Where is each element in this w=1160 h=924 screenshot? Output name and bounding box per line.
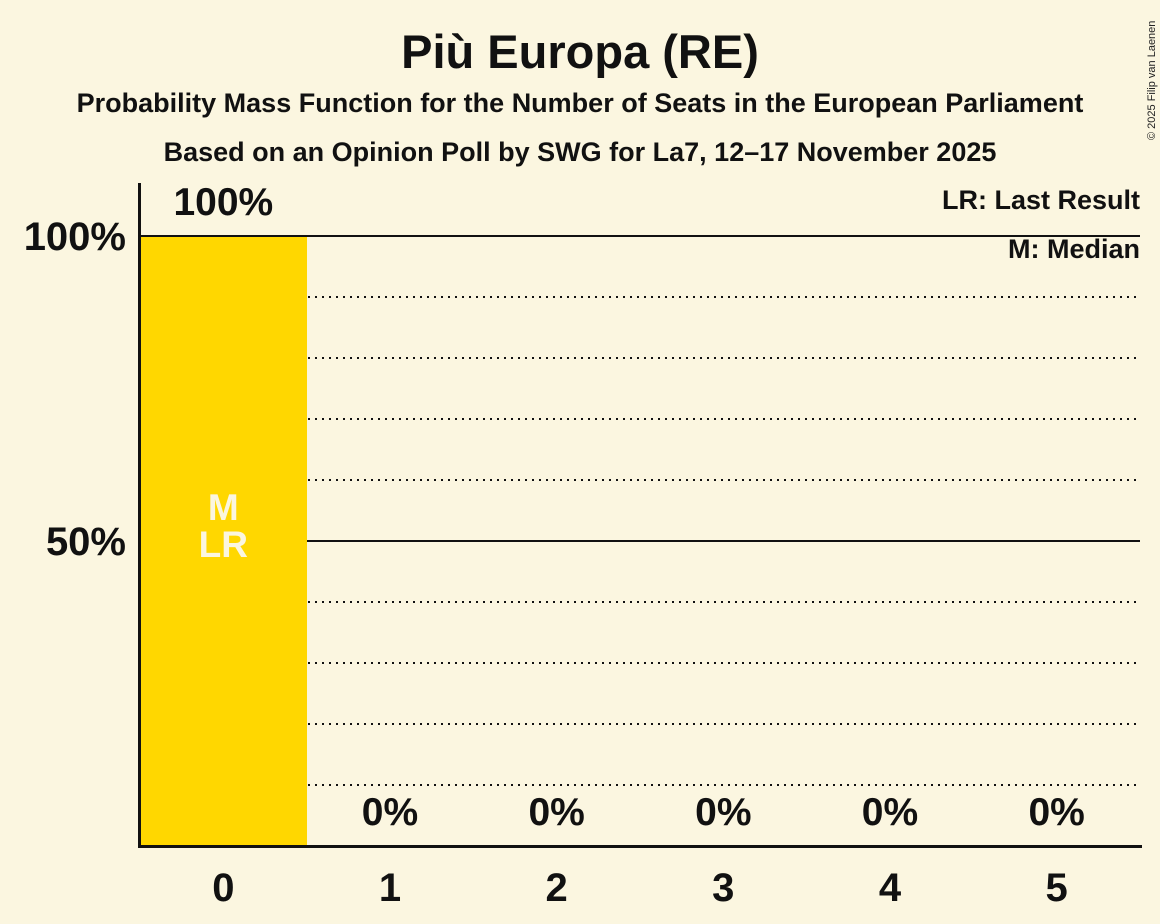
x-axis-label-5: 5 bbox=[1045, 866, 1068, 910]
gridline-100pct bbox=[140, 235, 1140, 237]
legend-median: M: Median bbox=[1008, 234, 1140, 264]
plot-area: 100% M LR 0% 0% 0% 0% 0% bbox=[140, 183, 1140, 847]
x-axis-label-2: 2 bbox=[545, 866, 568, 910]
bar-group-3: 0% bbox=[640, 183, 807, 847]
y-axis-line bbox=[138, 183, 141, 847]
x-axis-label-1: 1 bbox=[378, 866, 402, 910]
bars-container: 100% M LR 0% 0% 0% 0% 0% bbox=[140, 183, 1140, 847]
bar-group-2: 0% bbox=[473, 183, 640, 847]
bar-group-0: 100% M LR bbox=[140, 183, 307, 847]
bar-value-label-4: 0% bbox=[861, 791, 919, 834]
gridline-70pct bbox=[140, 418, 1140, 420]
gridline-20pct bbox=[140, 723, 1140, 725]
x-axis-labels: 0 1 2 3 4 5 bbox=[140, 865, 1140, 911]
legend-last-result: LR: Last Result bbox=[941, 185, 1140, 215]
chart-subtitle: Probability Mass Function for the Number… bbox=[76, 88, 1084, 118]
x-axis-label-3: 3 bbox=[712, 866, 735, 910]
x-axis-label-4: 4 bbox=[878, 866, 902, 910]
chart-source-line: Based on an Opinion Poll by SWG for La7,… bbox=[163, 137, 997, 167]
bar-0: M LR bbox=[140, 237, 307, 847]
bar-annotation-median-lastresult: M LR bbox=[140, 237, 307, 847]
gridline-40pct bbox=[140, 601, 1140, 603]
gridline-90pct bbox=[140, 296, 1140, 298]
chart-title: Più Europa (RE) bbox=[401, 25, 759, 78]
gridline-50pct bbox=[140, 540, 1140, 542]
bar-value-label-1: 0% bbox=[361, 791, 419, 834]
bar-group-5: 0% bbox=[973, 183, 1140, 847]
gridline-10pct bbox=[140, 784, 1140, 786]
bar-value-label-3: 0% bbox=[695, 791, 752, 834]
bar-value-label-0: 100% bbox=[173, 181, 274, 224]
bar-value-label-5: 0% bbox=[1028, 791, 1085, 834]
gridline-80pct bbox=[140, 357, 1140, 359]
gridline-30pct bbox=[140, 662, 1140, 664]
last-result-marker: LR bbox=[198, 524, 248, 565]
gridline-60pct bbox=[140, 479, 1140, 481]
median-marker: M bbox=[207, 487, 239, 528]
x-axis-label-0: 0 bbox=[212, 866, 235, 910]
bar-value-label-2: 0% bbox=[528, 791, 585, 834]
bar-group-1: 0% bbox=[307, 183, 474, 847]
copyright-notice: © 2025 Filip van Laenen bbox=[1146, 20, 1158, 140]
y-axis-tick-100: 100% bbox=[23, 215, 126, 259]
y-axis-tick-50: 50% bbox=[45, 520, 126, 564]
x-axis-line bbox=[138, 845, 1142, 848]
bar-group-4: 0% bbox=[807, 183, 974, 847]
